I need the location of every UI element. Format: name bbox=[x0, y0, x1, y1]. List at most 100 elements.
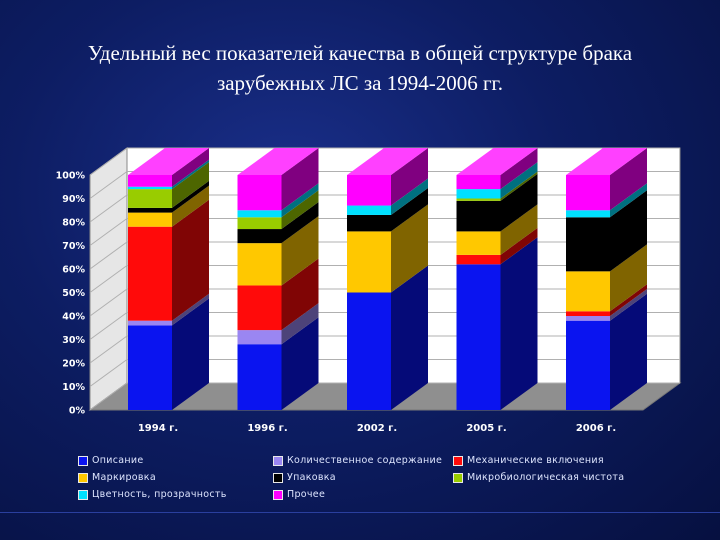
bar-segment-front bbox=[237, 285, 282, 331]
bar-segment-front bbox=[347, 214, 391, 232]
gridline-side bbox=[89, 194, 128, 223]
bar-segment-side bbox=[500, 171, 538, 201]
bar-segment-front bbox=[128, 320, 172, 326]
bar-segment-front bbox=[237, 217, 282, 230]
legend-item: Количественное содержание bbox=[273, 455, 453, 466]
bar-segment-side bbox=[391, 187, 428, 232]
bar-segment-side bbox=[610, 284, 647, 316]
legend-item: Цветность, прозрачность bbox=[78, 489, 273, 500]
legend-label: Микробиологическая чистота bbox=[467, 472, 625, 483]
legend-label: Описание bbox=[92, 455, 144, 466]
chart-title: Удельный вес показателей качества в обще… bbox=[0, 38, 720, 98]
gridline-side bbox=[89, 241, 128, 270]
legend-swatch bbox=[453, 455, 463, 466]
bar-segment-side bbox=[391, 178, 428, 215]
bar-segment-front bbox=[237, 344, 282, 410]
bar-segment-side bbox=[281, 317, 319, 410]
bar-segment-side bbox=[172, 185, 209, 227]
y-tick-label: 60% bbox=[62, 265, 85, 276]
bar-segment-front bbox=[456, 264, 501, 410]
legend-item: Микробиологическая чистота bbox=[453, 472, 678, 483]
y-tick-label: 100% bbox=[56, 171, 86, 182]
gridline-side bbox=[89, 382, 128, 411]
bar-segment-side bbox=[500, 204, 538, 255]
chart-legend: Описание Количественное содержание Механич… bbox=[78, 455, 678, 500]
bar-segment-side bbox=[500, 237, 538, 410]
bar-top-face bbox=[237, 148, 319, 175]
bar-segment-front bbox=[566, 320, 610, 410]
bar-segment-side bbox=[281, 216, 319, 286]
y-tick-label: 90% bbox=[62, 194, 85, 205]
bar-segment-side bbox=[281, 190, 319, 230]
bar-segment-front bbox=[456, 200, 501, 232]
bar-segment-side bbox=[610, 148, 647, 211]
legend-swatch bbox=[273, 489, 283, 500]
bar-segment-front bbox=[128, 189, 172, 208]
legend-item: Маркировка bbox=[78, 472, 273, 483]
gridline-side bbox=[89, 359, 128, 387]
gridline-side bbox=[89, 335, 128, 364]
x-category-label: 2002 г. bbox=[357, 423, 397, 434]
bar-segment-front bbox=[347, 231, 391, 293]
bar-segment-side bbox=[281, 148, 319, 211]
bar-segment-front bbox=[128, 175, 172, 187]
legend-swatch bbox=[78, 472, 88, 483]
y-tick-label: 20% bbox=[62, 359, 85, 370]
gridline-side bbox=[89, 265, 128, 293]
bar-segment-front bbox=[237, 210, 282, 218]
bar-segment-front bbox=[456, 175, 501, 190]
bar-segment-side bbox=[391, 204, 428, 293]
bar-segment-front bbox=[456, 189, 501, 199]
x-category-label: 1996 г. bbox=[247, 423, 287, 434]
bar-segment-front bbox=[237, 175, 282, 211]
x-category-label: 2006 г. bbox=[576, 423, 616, 434]
y-tick-label: 70% bbox=[62, 241, 85, 252]
bar-top-face bbox=[566, 148, 647, 175]
bar-segment-front bbox=[566, 217, 610, 272]
bar-segment-front bbox=[347, 205, 391, 215]
legend-item: Механические включения bbox=[453, 455, 678, 466]
bar-segment-front bbox=[237, 229, 282, 244]
bar-segment-front bbox=[128, 186, 172, 190]
bar-segment-front bbox=[347, 292, 391, 410]
legend-label: Механические включения bbox=[467, 455, 604, 466]
bar-segment-side bbox=[281, 202, 319, 244]
bar-segment-front bbox=[128, 212, 172, 227]
gridline-side bbox=[89, 218, 128, 246]
bar-segment-side bbox=[281, 258, 319, 331]
bar-segment-side bbox=[172, 148, 209, 187]
bar-segment-side bbox=[610, 244, 647, 312]
bar-segment-side bbox=[500, 162, 538, 199]
slide-divider bbox=[0, 512, 720, 513]
bar-segment-side bbox=[172, 162, 209, 208]
legend-label: Упаковка bbox=[287, 472, 336, 483]
legend-label: Количественное содержание bbox=[287, 455, 443, 466]
legend-swatch bbox=[78, 455, 88, 466]
y-tick-label: 80% bbox=[62, 218, 85, 229]
bar-segment-side bbox=[500, 227, 538, 265]
gridline-side bbox=[89, 312, 128, 340]
bar-segment-side bbox=[172, 298, 209, 410]
gridline-side bbox=[89, 171, 128, 199]
bar-segment-front bbox=[128, 207, 172, 213]
bar-segment-side bbox=[172, 180, 209, 213]
bar-segment-front bbox=[128, 226, 172, 321]
y-tick-label: 40% bbox=[62, 312, 85, 323]
bar-segment-front bbox=[566, 210, 610, 218]
legend-item: Описание bbox=[78, 455, 273, 466]
bar-segment-front bbox=[456, 254, 501, 265]
bar-top-face bbox=[347, 148, 428, 175]
bar-segment-side bbox=[610, 190, 647, 272]
legend-label: Прочее bbox=[287, 489, 326, 500]
legend-item: Прочее bbox=[273, 489, 453, 500]
bar-segment-side bbox=[500, 173, 538, 232]
chart-title-line-1: Удельный вес показателей качества в обще… bbox=[87, 41, 633, 65]
bar-segment-front bbox=[456, 231, 501, 255]
bar-segment-front bbox=[237, 330, 282, 345]
x-category-label: 1994 г. bbox=[138, 423, 178, 434]
bar-top-face bbox=[456, 148, 538, 175]
x-category-label: 2005 г. bbox=[466, 423, 506, 434]
bar-segment-side bbox=[172, 293, 209, 326]
legend-swatch bbox=[273, 472, 283, 483]
